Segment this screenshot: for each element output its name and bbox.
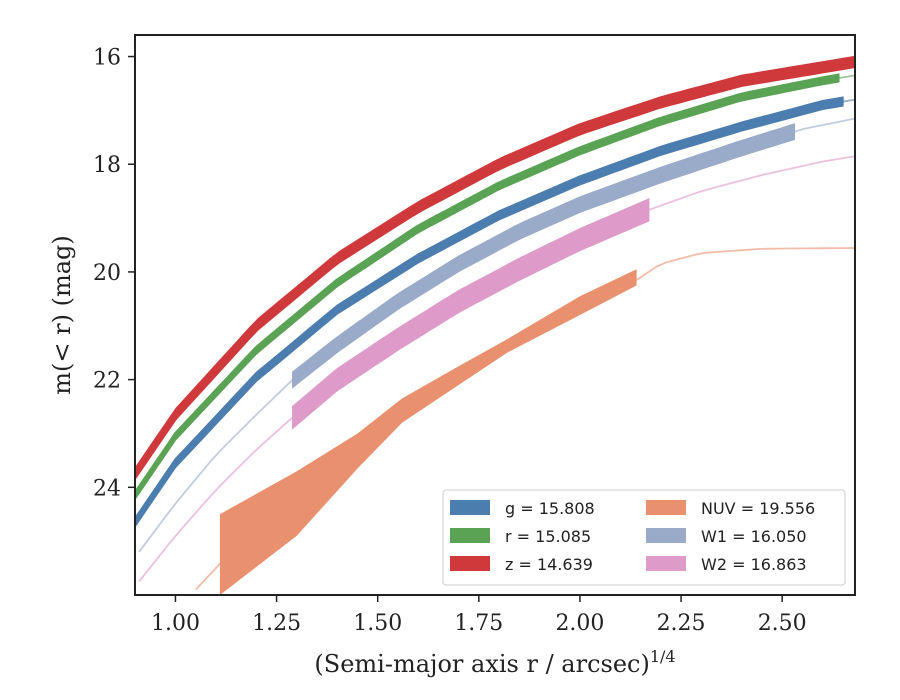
series-z-uncertainty-band — [135, 55, 855, 481]
legend: g = 15.808 r = 15.085 z = 14.639 NUV = 19.5… — [442, 489, 846, 586]
x-tick-label: 2.00 — [555, 611, 604, 636]
legend-box — [442, 489, 846, 586]
series-g — [135, 96, 855, 528]
legend-label-r: r = 15.085 — [505, 527, 591, 546]
legend-swatch-g — [450, 500, 490, 515]
legend-swatch-nuv — [646, 500, 686, 515]
legend-swatch-r — [450, 528, 490, 543]
legend-label-g: g = 15.808 — [505, 499, 595, 518]
y-tick-label: 24 — [93, 476, 121, 501]
y-tick-label: 22 — [93, 369, 121, 394]
series-r-uncertainty-band — [135, 73, 840, 501]
series-w2 — [138, 155, 855, 583]
series-nuv-uncertainty-band — [219, 269, 637, 595]
x-tick-label: 1.75 — [454, 611, 503, 636]
x-axis-label: (Semi-major axis r / arcsec)1/4 — [314, 647, 675, 678]
series-w1-uncertainty-band — [292, 123, 796, 389]
x-axis: 1.00 1.25 1.50 1.75 2.00 2.25 2.50 — [151, 595, 807, 636]
series-z — [135, 55, 855, 481]
x-tick-label: 1.00 — [151, 611, 200, 636]
series-w1 — [138, 117, 855, 553]
series-nuv — [195, 247, 855, 595]
series-r — [135, 73, 855, 501]
x-tick-label: 2.50 — [758, 611, 807, 636]
y-axis-label: m(< r) (mag) — [48, 235, 76, 394]
y-tick-label: 18 — [93, 153, 121, 178]
legend-label-w1: W1 = 16.050 — [701, 527, 807, 546]
legend-label-z: z = 14.639 — [505, 555, 593, 574]
legend-label-w2: W2 = 16.863 — [701, 555, 807, 574]
y-tick-label: 16 — [93, 46, 121, 71]
plot-frame — [134, 34, 856, 596]
x-tick-label: 1.50 — [353, 611, 402, 636]
legend-swatch-w2 — [646, 556, 686, 571]
y-axis: 16 18 20 22 24 — [93, 46, 135, 501]
x-tick-label: 1.25 — [252, 611, 301, 636]
x-tick-label: 2.25 — [657, 611, 706, 636]
legend-swatch-w1 — [646, 528, 686, 543]
series-layer — [135, 55, 855, 595]
series-w2-uncertainty-band — [292, 198, 650, 430]
series-g-uncertainty-band — [135, 96, 844, 528]
legend-label-nuv: NUV = 19.556 — [701, 499, 815, 518]
legend-swatch-z — [450, 556, 490, 571]
y-tick-label: 20 — [93, 261, 121, 286]
